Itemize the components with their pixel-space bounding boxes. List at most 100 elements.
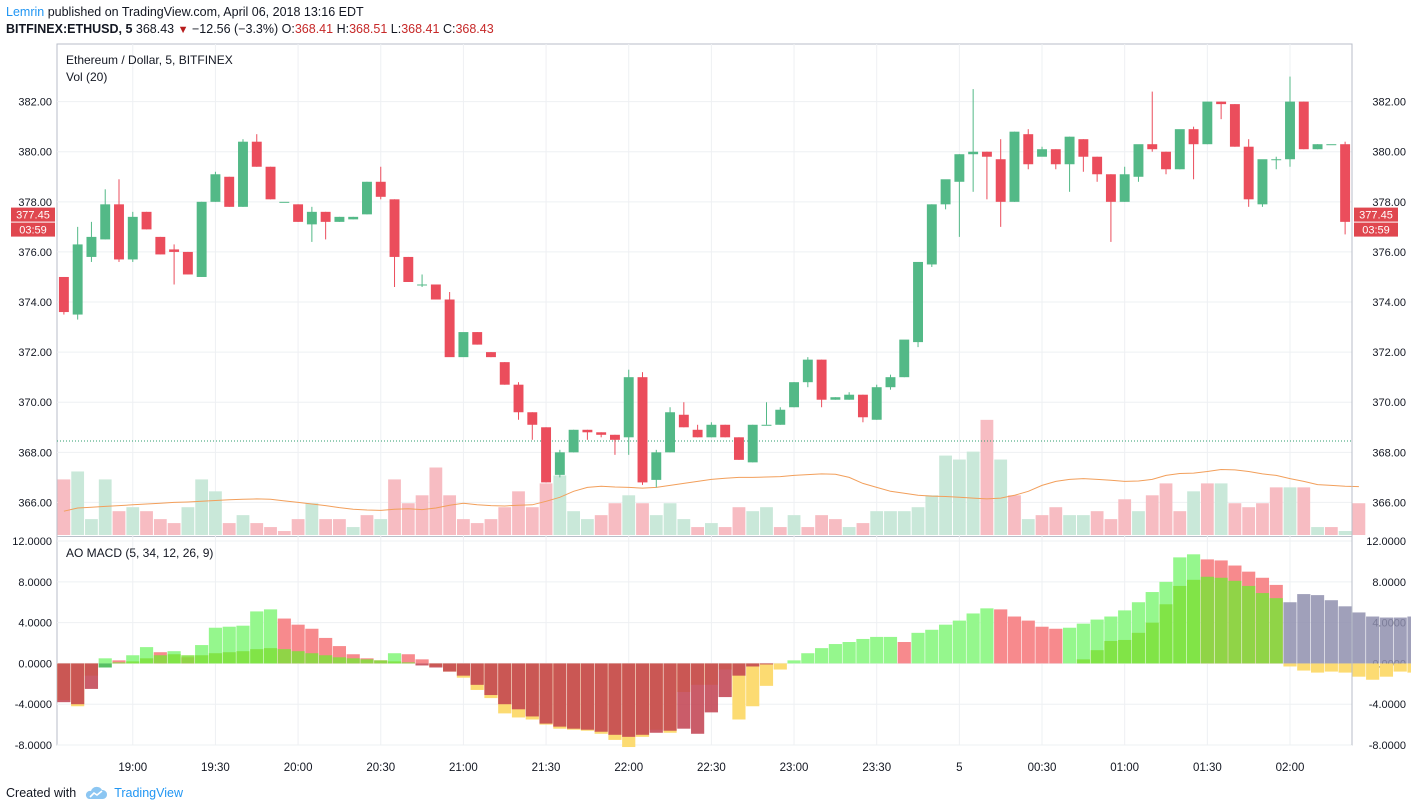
candle-body xyxy=(141,211,152,230)
volume-bar xyxy=(1324,527,1338,535)
price-axis-label-right: 366.00 xyxy=(1372,497,1406,509)
candle-body xyxy=(940,179,951,205)
candle-body xyxy=(637,377,648,483)
macd-bar xyxy=(635,663,650,735)
volume-bar xyxy=(305,503,319,535)
candle-body xyxy=(320,211,331,222)
ao-bar xyxy=(980,608,994,664)
ao-bar xyxy=(828,644,842,664)
macd-bar xyxy=(181,655,195,664)
volume-bar xyxy=(112,511,126,535)
price-badge-left xyxy=(11,207,55,222)
volume-bar xyxy=(911,507,925,535)
signal-bar xyxy=(1352,612,1366,664)
candle-body xyxy=(844,394,855,400)
volume-bar xyxy=(553,475,567,535)
volume-bar xyxy=(622,495,636,535)
volume-bar xyxy=(594,515,608,535)
macd-bar xyxy=(84,663,99,689)
tradingview-brand: TradingView xyxy=(114,786,183,800)
volume-bar xyxy=(732,507,746,535)
macd-bar xyxy=(691,663,705,734)
price-axis-label-right: 372.00 xyxy=(1372,347,1406,359)
ao-bar xyxy=(1021,620,1035,664)
candle-body xyxy=(155,236,166,255)
candle-body xyxy=(86,236,97,257)
author-link[interactable]: Lemrin xyxy=(6,5,45,19)
candle-body xyxy=(1161,151,1171,170)
candle-body xyxy=(1312,144,1323,150)
ao-bar xyxy=(1076,623,1090,664)
volume-bar xyxy=(1228,503,1242,535)
macd-bar xyxy=(1255,593,1270,664)
volume-bar xyxy=(581,519,594,535)
candle-body xyxy=(1229,104,1240,147)
candle-body xyxy=(1078,139,1089,157)
price-axis-label-left: 382.00 xyxy=(18,97,52,109)
candle-body xyxy=(169,249,180,252)
volume-bar xyxy=(567,511,581,535)
price-axis-label-right: 374.00 xyxy=(1372,297,1406,309)
ao-bar xyxy=(98,658,112,664)
macd-bar xyxy=(57,663,71,703)
last-price: 368.43 xyxy=(135,22,175,36)
volume-bar xyxy=(994,459,1008,535)
volume-bar xyxy=(884,511,897,535)
price-axis-label-right: 382.00 xyxy=(1372,97,1406,109)
close-value: 368.43 xyxy=(455,22,494,36)
tradingview-link[interactable]: TradingView xyxy=(84,786,183,800)
candle-body xyxy=(541,427,552,483)
volume-bar xyxy=(1242,507,1256,535)
price-axis-label-right: 370.00 xyxy=(1372,397,1406,409)
volume-bar xyxy=(181,507,195,535)
candle-body xyxy=(1326,144,1337,146)
candle-body xyxy=(513,384,524,413)
volume-indicator-label: Vol (20) xyxy=(66,70,107,84)
macd-bar xyxy=(319,655,333,664)
candle-body xyxy=(265,166,276,200)
volume-bar xyxy=(815,515,828,535)
macd-bar xyxy=(443,663,457,672)
macd-bar xyxy=(1214,577,1228,664)
macd-bar xyxy=(401,662,415,664)
ao-macd-pane-title: AO MACD (5, 34, 12, 26, 9) xyxy=(66,546,213,560)
macd-bar xyxy=(1131,632,1146,664)
volume-bar xyxy=(787,515,801,535)
volume-bar xyxy=(195,479,209,535)
publish-line: Lemrin published on TradingView.com, Apr… xyxy=(6,4,494,21)
macd-bar xyxy=(663,663,677,731)
macd-bar xyxy=(291,651,305,664)
time-axis-label: 22:00 xyxy=(614,762,643,774)
countdown-badge-right xyxy=(1354,222,1398,237)
candle-body xyxy=(885,377,896,388)
volume-bar xyxy=(636,503,649,535)
candle-body xyxy=(871,387,882,420)
ao-bar xyxy=(1338,663,1352,673)
candle-body xyxy=(816,359,827,400)
down-triangle-icon: ▼ xyxy=(177,24,189,36)
candle-body xyxy=(58,276,69,313)
signal-bar xyxy=(1393,617,1407,664)
macd-bar xyxy=(1090,650,1104,664)
macd-bar xyxy=(1104,640,1118,664)
candle-body xyxy=(348,216,359,220)
candle-body xyxy=(1009,131,1020,202)
candle-body xyxy=(251,141,262,167)
candle-body xyxy=(1243,146,1254,200)
price-axis-label-left: 380.00 xyxy=(18,147,52,159)
candle-body xyxy=(623,377,634,438)
volume-bar xyxy=(484,519,498,535)
ao-bar xyxy=(883,636,898,664)
volume-bar xyxy=(264,527,277,535)
ao-bar xyxy=(801,653,815,664)
candle-body xyxy=(995,159,1006,202)
candle-body xyxy=(1147,144,1158,150)
volume-bar xyxy=(705,523,718,535)
macd-bar xyxy=(746,663,760,667)
macd-bar xyxy=(470,663,484,685)
candle-body xyxy=(789,382,800,408)
macd-bar xyxy=(498,663,512,705)
ao-bar xyxy=(1366,663,1380,680)
ao-bar xyxy=(939,624,953,664)
